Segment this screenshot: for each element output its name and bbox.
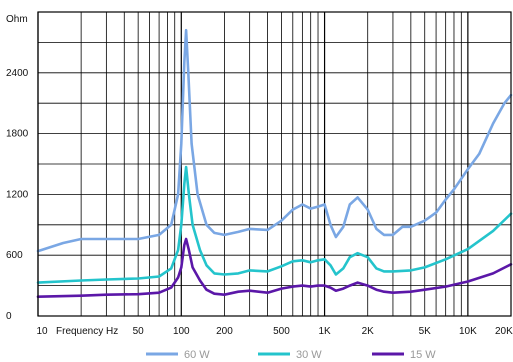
x-axis-ticks: 10 50 100 200 500 1K 2K 5K 10K 20K [36,326,513,337]
y-tick-label: 1800 [6,129,29,140]
x-tick-label: 1K [318,326,331,337]
x-tick-label: 500 [273,326,290,337]
legend-label: 30 W [296,349,322,361]
horizontal-grid [38,42,511,287]
x-tick-label: 2K [362,326,375,337]
series-line-2 [36,165,513,284]
series-line-1 [36,28,513,253]
legend: 60 W 30 W 15 W [146,349,436,361]
x-tick-label: 50 [133,326,145,337]
series-line-3 [36,237,513,298]
x-tick-label: 20K [495,326,513,337]
series-lines [36,28,513,298]
y-tick-label: 2400 [6,68,29,79]
y-axis-label: Ohm [6,14,28,25]
y-axis-ticks: 0 600 1200 1800 2400 [6,68,29,322]
y-tick-label: 0 [6,311,12,322]
x-tick-label: 10K [459,326,477,337]
y-tick-label: 1200 [6,189,29,200]
x-tick-label: 100 [173,326,190,337]
x-tick-label: 5K [419,326,432,337]
plot-frame [37,11,512,317]
x-tick-label: 200 [216,326,233,337]
x-tick-label: 10 [36,326,48,337]
legend-label: 60 W [184,349,210,361]
x-axis-label: Frequency Hz [56,326,118,337]
y-tick-label: 600 [6,250,23,261]
legend-label: 15 W [410,349,436,361]
